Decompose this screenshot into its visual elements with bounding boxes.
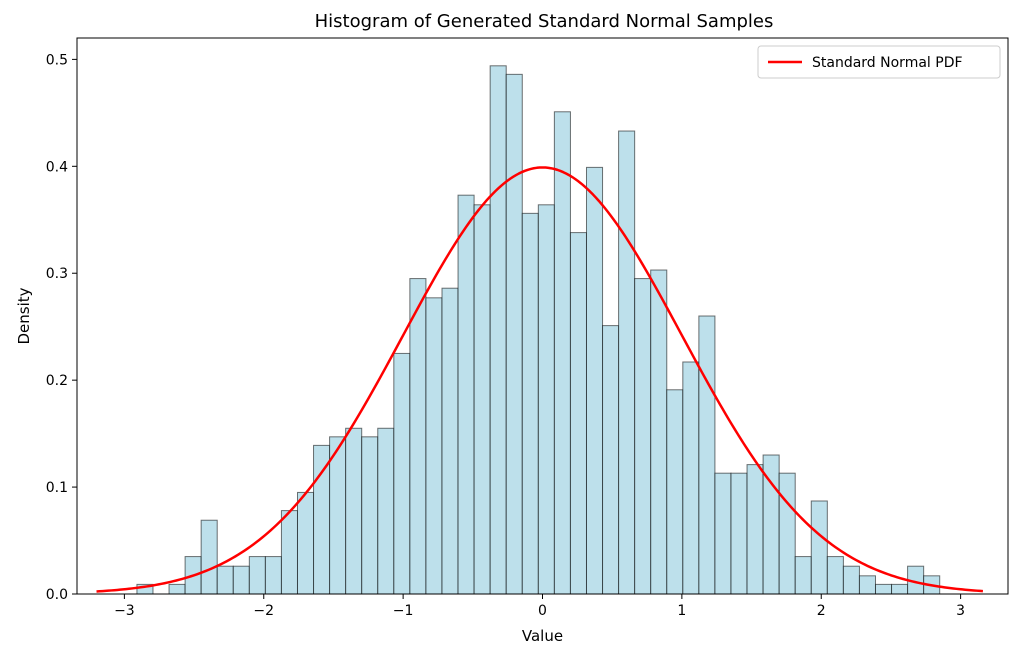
x-tick-label: −2 [253, 603, 274, 619]
histogram-bar [200, 519, 218, 595]
pdf-line-standard-normal [96, 166, 983, 593]
legend-label-standard-normal-pdf: Standard Normal PDF [812, 55, 963, 71]
y-axis-title: Density [15, 287, 33, 344]
y-axis: 0.0 0.1 0.2 0.3 0.4 0.5 [46, 52, 77, 603]
histogram-bar [891, 583, 909, 595]
histogram-bar [553, 111, 571, 595]
histogram-bar [232, 565, 250, 595]
histogram-bar [345, 427, 363, 595]
histogram-bar [409, 278, 427, 595]
histogram-bar [489, 65, 507, 595]
histogram-bar [746, 464, 764, 595]
x-tick-label: −1 [393, 603, 414, 619]
histogram-bar [393, 352, 411, 595]
histogram-bars [136, 65, 941, 595]
pdf-curve-layer [96, 166, 983, 593]
x-axis-title: Value [522, 627, 563, 645]
histogram-bar [682, 361, 700, 595]
legend: Standard Normal PDF [757, 45, 1001, 79]
histogram-bar [473, 204, 491, 595]
histogram-bar [698, 315, 716, 595]
x-tick-label: −3 [114, 603, 135, 619]
histogram-bar [730, 472, 748, 595]
histogram-bar [216, 565, 234, 595]
histogram-bar [537, 204, 555, 595]
histogram-bar [425, 297, 443, 595]
x-tick-label: 3 [956, 603, 965, 619]
histogram-bar [441, 287, 459, 595]
histogram-bar [521, 212, 539, 595]
histogram-bar [810, 500, 828, 595]
histogram-bar [650, 269, 668, 595]
histogram-bar [248, 556, 266, 595]
histogram-bar [826, 556, 844, 595]
x-tick-label: 0 [538, 603, 547, 619]
y-tick-label: 0.3 [46, 266, 68, 282]
legend-box [757, 45, 1001, 79]
x-tick-label: 2 [817, 603, 826, 619]
histogram-bar [569, 232, 587, 595]
histogram-bar [858, 575, 876, 595]
histogram-bar [618, 130, 636, 595]
histogram-bar [874, 583, 893, 595]
histogram-bar [778, 472, 796, 595]
histogram-bar [714, 472, 732, 595]
chart-title: Histogram of Generated Standard Normal S… [315, 11, 774, 32]
y-tick-label: 0.0 [46, 587, 68, 603]
y-tick-label: 0.4 [46, 159, 68, 175]
histogram-bar [666, 389, 684, 595]
y-tick-label: 0.2 [46, 373, 68, 389]
histogram-bar [296, 491, 315, 595]
y-tick-label: 0.1 [46, 480, 68, 496]
histogram-bar [313, 444, 331, 595]
histogram-bar [457, 194, 475, 595]
histogram-bar [361, 436, 379, 595]
histogram-bar [329, 436, 347, 595]
histogram-bar [585, 166, 604, 595]
x-tick-label: 1 [677, 603, 686, 619]
histogram-bar [505, 73, 523, 595]
histogram-bar [794, 556, 812, 595]
y-tick-label: 0.5 [46, 52, 68, 68]
histogram-bar [280, 510, 298, 595]
histogram-bar [168, 583, 186, 595]
histogram-bar [377, 427, 395, 595]
histogram-bar [842, 565, 860, 595]
x-axis: −3 −2 −1 0 1 2 3 [114, 594, 965, 619]
histogram-bar [264, 556, 282, 595]
histogram-bar [602, 325, 620, 595]
histogram-bar [634, 278, 652, 595]
